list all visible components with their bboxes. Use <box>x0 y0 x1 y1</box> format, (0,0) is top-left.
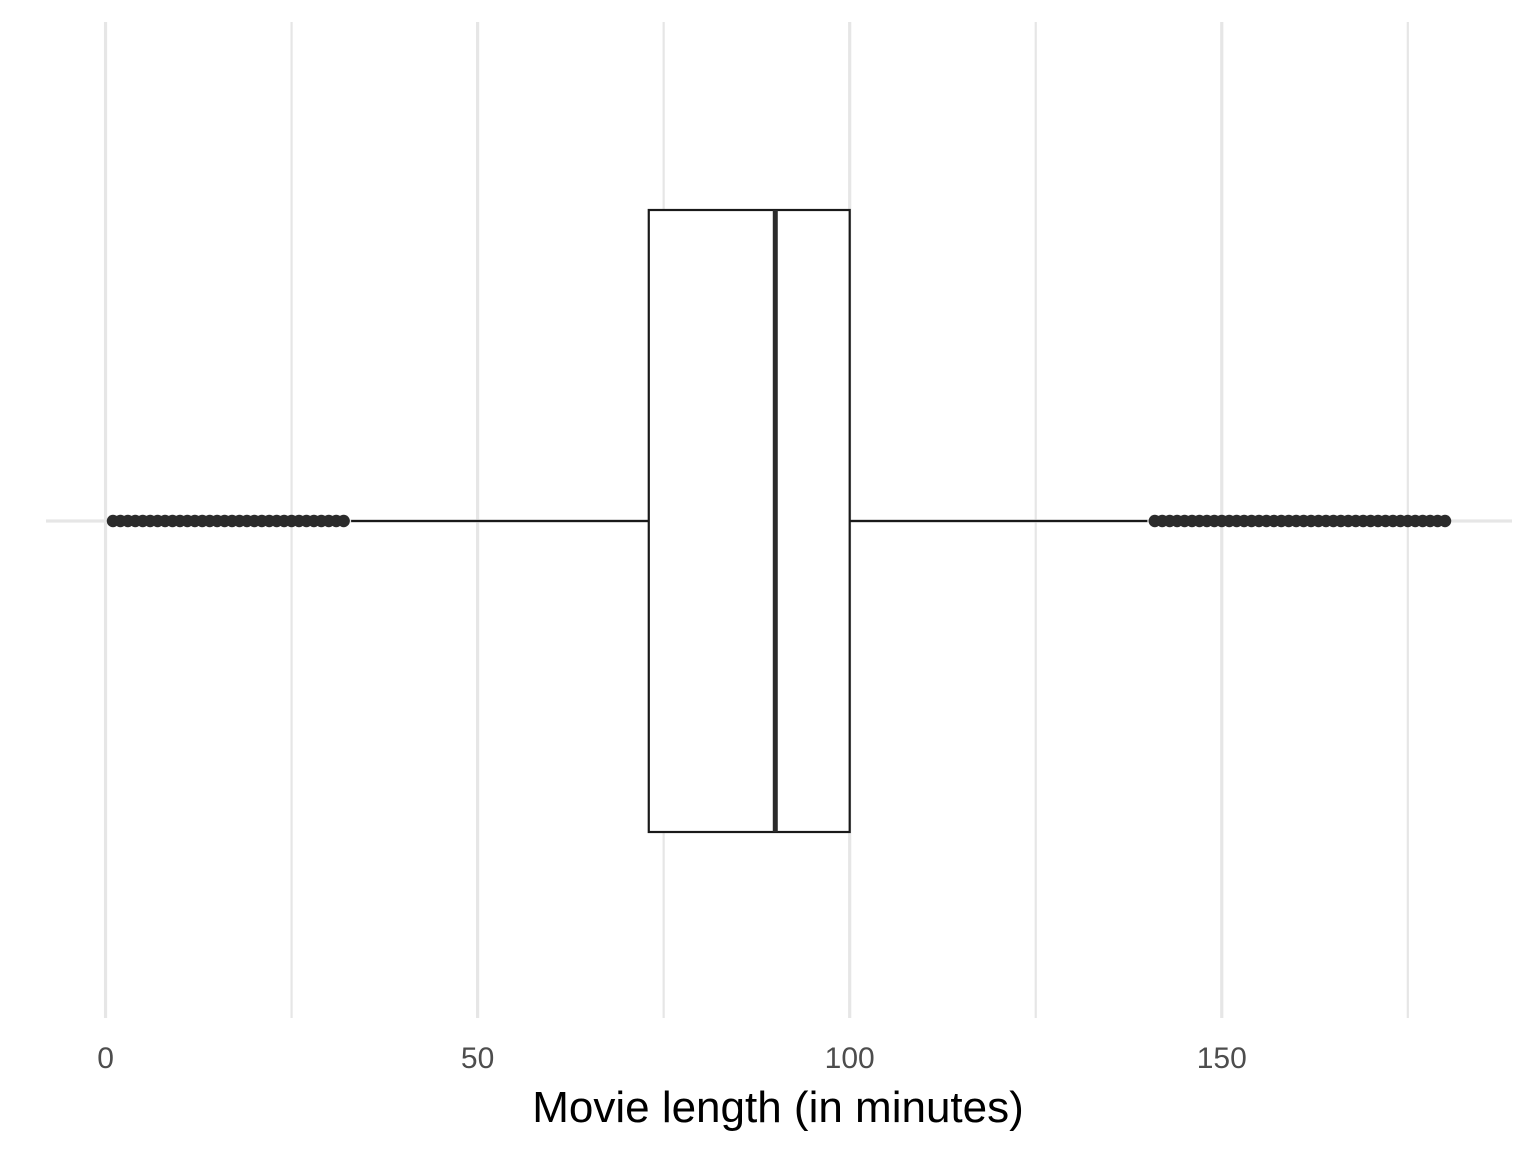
x-tick-label: 0 <box>97 1042 114 1075</box>
x-tick-label: 150 <box>1197 1042 1247 1075</box>
box-layer <box>351 208 1148 834</box>
outlier-point <box>1438 514 1452 528</box>
iqr-box <box>647 208 851 834</box>
outlier-layer <box>106 514 1452 528</box>
x-tick-label: 100 <box>825 1042 875 1075</box>
x-tick-labels: 0 50 100 150 <box>97 1042 1247 1075</box>
x-axis-title: Movie length (in minutes) <box>532 1083 1024 1132</box>
outlier-point <box>337 514 350 528</box>
x-tick-label: 50 <box>461 1042 494 1075</box>
